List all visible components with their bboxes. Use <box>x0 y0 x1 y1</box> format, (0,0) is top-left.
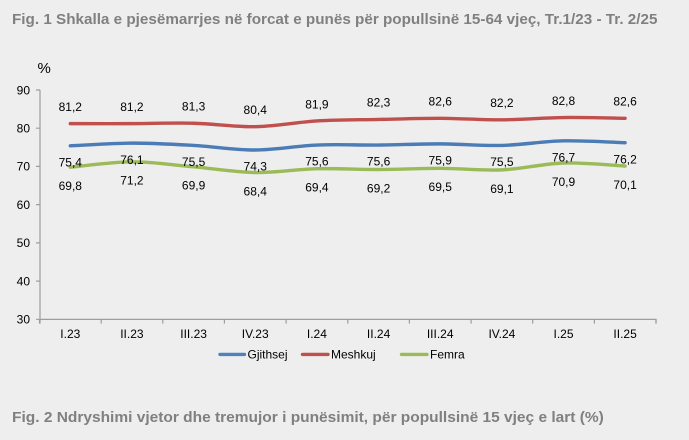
svg-text:76,2: 76,2 <box>613 152 637 166</box>
svg-text:69,8: 69,8 <box>59 179 83 193</box>
svg-text:82,6: 82,6 <box>613 95 637 109</box>
svg-text:69,4: 69,4 <box>305 181 329 195</box>
svg-text:60: 60 <box>17 198 31 212</box>
svg-text:82,3: 82,3 <box>367 96 391 110</box>
svg-text:Gjithsej: Gjithsej <box>248 348 288 362</box>
svg-text:81,2: 81,2 <box>59 100 83 114</box>
svg-text:82,8: 82,8 <box>552 94 576 108</box>
svg-text:I.24: I.24 <box>307 327 327 341</box>
svg-text:69,5: 69,5 <box>429 180 453 194</box>
svg-text:81,9: 81,9 <box>305 97 329 111</box>
svg-text:75,4: 75,4 <box>59 156 83 170</box>
svg-text:68,4: 68,4 <box>244 184 268 198</box>
svg-text:80: 80 <box>17 122 31 136</box>
svg-text:I.25: I.25 <box>553 327 573 341</box>
svg-text:70: 70 <box>17 160 31 174</box>
svg-text:81,3: 81,3 <box>182 100 206 114</box>
svg-text:75,6: 75,6 <box>367 155 391 169</box>
svg-text:IV.24: IV.24 <box>488 327 515 341</box>
svg-text:80,4: 80,4 <box>244 103 268 117</box>
svg-text:74,3: 74,3 <box>244 160 268 174</box>
svg-text:70,1: 70,1 <box>613 178 637 192</box>
svg-text:Meshkuj: Meshkuj <box>331 348 376 362</box>
svg-text:40: 40 <box>17 274 31 288</box>
svg-text:III.23: III.23 <box>180 327 207 341</box>
svg-text:70,9: 70,9 <box>552 175 576 189</box>
svg-text:71,2: 71,2 <box>120 174 144 188</box>
svg-text:III.24: III.24 <box>427 327 454 341</box>
svg-text:50: 50 <box>17 236 31 250</box>
svg-text:76,7: 76,7 <box>552 151 576 165</box>
svg-text:Femra: Femra <box>430 348 465 362</box>
svg-text:75,5: 75,5 <box>490 155 514 169</box>
svg-text:81,2: 81,2 <box>120 100 144 114</box>
svg-text:76,1: 76,1 <box>120 153 144 167</box>
svg-text:82,2: 82,2 <box>490 96 514 110</box>
svg-text:II.25: II.25 <box>613 327 637 341</box>
svg-text:69,9: 69,9 <box>182 179 206 193</box>
svg-text:30: 30 <box>17 313 31 327</box>
svg-text:IV.23: IV.23 <box>242 327 269 341</box>
svg-text:69,1: 69,1 <box>490 182 514 196</box>
svg-text:II.24: II.24 <box>367 327 391 341</box>
svg-text:75,9: 75,9 <box>429 154 453 168</box>
svg-text:82,6: 82,6 <box>429 95 453 109</box>
svg-text:%: % <box>38 60 51 77</box>
svg-text:I.23: I.23 <box>60 327 80 341</box>
svg-text:75,5: 75,5 <box>182 155 206 169</box>
svg-text:II.23: II.23 <box>120 327 144 341</box>
svg-text:69,2: 69,2 <box>367 181 391 195</box>
svg-text:75,6: 75,6 <box>305 155 329 169</box>
svg-text:90: 90 <box>17 83 31 97</box>
